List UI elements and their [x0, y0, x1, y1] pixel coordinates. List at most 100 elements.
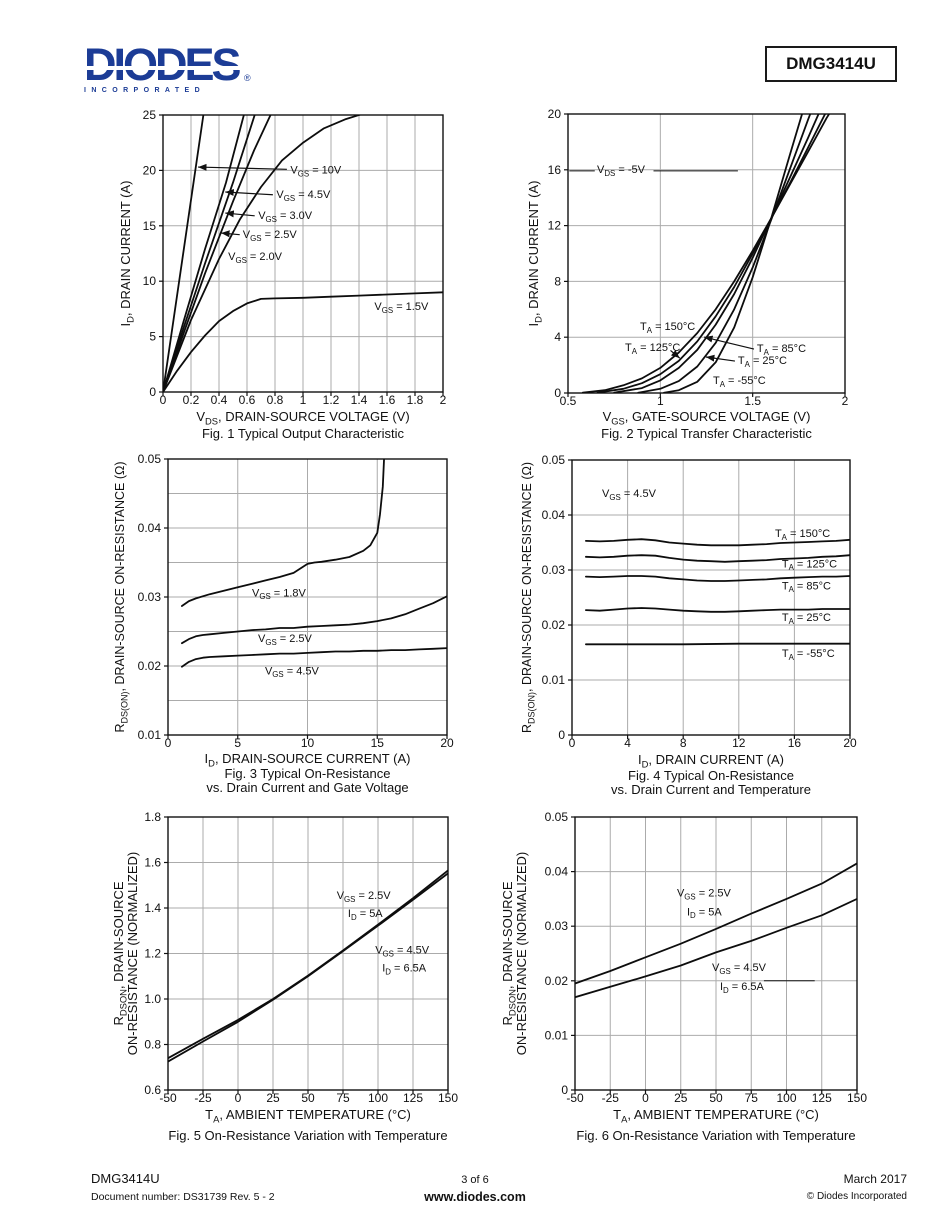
fig6-annotation-i-d-6-5a: ID = 6.5A [720, 980, 815, 995]
fig5-annotation-v-gs-2-5v: VGS = 2.5V [337, 890, 392, 904]
fig2-x-tick-1-5: 1.5 [744, 394, 761, 408]
fig5-x-tick-50: -50 [159, 1091, 177, 1105]
fig6-y-tick-0-05: 0.05 [545, 810, 569, 824]
fig4-annotation-text-3: TA = 85°C [782, 580, 831, 594]
fig4-x-tick-0: 0 [569, 736, 576, 750]
fig1-y-axis-label-0: ID, DRAIN CURRENT (A) [118, 181, 135, 327]
fig5-x-ticks: -50 -25 0 25 50 75 100 125 150 [159, 1090, 458, 1105]
fig6-x-tick-100: 100 [776, 1091, 796, 1105]
fig5-x-tick-125: 125 [403, 1091, 423, 1105]
fig5-y-axis-label-1: ON-RESISTANCE (NORMALIZED) [125, 852, 140, 1055]
fig3-annotation-text-1: VGS = 2.5V [258, 633, 313, 647]
registered-trademark-icon: ® [244, 73, 251, 83]
fig3-chart: 0 5 10 15 20 0.01 0.02 0.03 0.04 0.05 ID, DRAIN-SO… [113, 452, 454, 795]
fig4-y-ticks: 0 0.01 0.02 0.03 0.04 0.05 [542, 453, 572, 742]
fig6-chart: -50 -25 0 25 50 75 100 125 15000.010.020.030.040… [500, 810, 867, 1143]
fig2-y-tick-4: 4 [554, 330, 561, 344]
fig6-x-tick-125: 125 [812, 1091, 832, 1105]
fig1-x-tick-1-8: 1.8 [407, 393, 424, 407]
fig1-chart: 0 0.2 0.4 0.6 0.8 1 1.2 1.4 1.6 1.8 20510152025VDS… [118, 108, 447, 441]
fig6-x-axis-label: TA, AMBIENT TEMPERATURE (°C) [613, 1107, 819, 1124]
fig6-x-tick-75: 75 [745, 1091, 759, 1105]
fig2-annotation-t-a-25-c: TA = 25°C [705, 354, 787, 369]
fig2-y-tick-20: 20 [548, 107, 562, 121]
fig6-x-tick-50: -50 [566, 1091, 584, 1105]
fig1-caption-line-0: Fig. 1 Typical Output Characteristic [202, 426, 405, 441]
fig4-gridlines [572, 460, 850, 735]
fig2-annotation-text-5: TA = -55°C [713, 375, 766, 389]
fig5-chart: -50 -25 0 25 50 75 100 125 150 0.6 0.8 1.0 1.2 1.4 1.6… [111, 810, 458, 1143]
fig4-chart: 0 4 8 12 16 20 0 0.01 0.02 0.03 0.04 0.05 ID, DRAIN … [520, 453, 857, 797]
fig6-annotation-v-gs-2-5v: VGS = 2.5V [677, 888, 732, 902]
fig1-annotation-text-1: VGS = 4.5V [276, 189, 331, 203]
fig5-y-ticks: 0.6 0.8 1.0 1.2 1.4 1.6 1.8 [144, 810, 168, 1097]
footer-website-link[interactable]: www.diodes.com [424, 1189, 526, 1204]
fig3-x-tick-5: 5 [234, 736, 241, 750]
fig1-annotation-text-0: VGS = 10V [290, 165, 342, 179]
fig3-x-tick-0: 0 [165, 736, 172, 750]
fig4-y-tick-0-02: 0.02 [542, 618, 566, 632]
fig6-y-tick-0-02: 0.02 [545, 974, 569, 988]
fig5-x-tick-75: 75 [336, 1091, 350, 1105]
fig6-x-tick-0: 0 [642, 1091, 649, 1105]
fig6-annotation-v-gs-4-5v: VGS = 4.5V [712, 962, 767, 976]
fig4-curve-ta-125-c [585, 554, 850, 563]
fig4-annotation-text-4: TA = 25°C [782, 612, 831, 626]
fig1-curve-vgs-2-0v [163, 115, 363, 392]
fig4-x-tick-16: 16 [788, 736, 802, 750]
fig2-curve-ta-25-c [637, 114, 812, 393]
fig3-y-tick-0-05: 0.05 [138, 452, 162, 466]
fig2-y-tick-16: 16 [548, 163, 562, 177]
fig6-y-ticks: 0 0.01 0.02 0.03 0.04 0.05 [545, 810, 575, 1097]
fig2-x-tick-2: 2 [842, 394, 849, 408]
fig1-y-ticks: 0 5 10 15 20 25 [143, 108, 163, 399]
fig6-annotation-text-3: ID = 6.5A [720, 981, 765, 995]
fig2-curve-ta-125-c [596, 114, 827, 393]
fig2-annotation-text-0: VDS = -5V [597, 164, 646, 178]
fig1-annotation-v-gs-3-0v: VGS = 3.0V [225, 210, 313, 224]
fig5-annotation-i-d-5a: ID = 5A [348, 908, 383, 922]
fig3-curve-vgs-2-5v [181, 595, 447, 645]
fig2-x-tick-1: 1 [657, 394, 664, 408]
fig4-x-tick-8: 8 [680, 736, 687, 750]
fig1-x-tick-1-4: 1.4 [351, 393, 368, 407]
fig1-x-tick-1-6: 1.6 [379, 393, 396, 407]
fig2-x-ticks: 0.5 1 1.5 2 [560, 393, 849, 408]
fig1-annotation-v-gs-10v: VGS = 10V [197, 163, 342, 179]
fig5-x-axis-label: TA, AMBIENT TEMPERATURE (°C) [205, 1107, 411, 1124]
fig1-curve-vgs-1-5v [163, 291, 443, 392]
fig1-x-tick-0-6: 0.6 [239, 393, 256, 407]
fig3-annotation-text-0: VGS = 1.8V [252, 587, 307, 601]
diodes-logo: DIODES ® INCORPORATED [84, 42, 259, 94]
fig3-gridlines [168, 459, 447, 735]
fig5-x-tick-150: 150 [438, 1091, 458, 1105]
fig2-annotation-t-a-55-c: TA = -55°C [713, 375, 766, 389]
fig1-x-tick-0: 0 [160, 393, 167, 407]
fig4-annotation-text-0: VGS = 4.5V [602, 488, 657, 502]
fig5-y-tick-0-6: 0.6 [144, 1083, 161, 1097]
fig1-annotation-v-gs-2-5v: VGS = 2.5V [221, 229, 297, 243]
fig5-x-tick-50: 50 [301, 1091, 315, 1105]
fig4-x-tick-12: 12 [732, 736, 746, 750]
fig2-curve-ta-85-c [613, 114, 820, 393]
fig4-x-tick-20: 20 [843, 736, 857, 750]
fig1-curve-vgs-4-5v [163, 115, 245, 392]
fig5-y-tick-1-4: 1.4 [144, 901, 161, 915]
fig4-y-tick-0-04: 0.04 [542, 508, 566, 522]
fig6-gridlines [575, 817, 857, 1090]
fig6-x-tick-25: 25 [674, 1091, 688, 1105]
fig4-y-tick-0-01: 0.01 [542, 673, 566, 687]
fig6-x-ticks: -50 -25 0 25 50 75 100 125 150 [566, 1090, 867, 1105]
fig2-annotation-t-a-150-c: TA = 150°C [640, 321, 695, 335]
fig3-curve-vgs-4-5v [181, 647, 447, 668]
fig1-annotation-v-gs-1-5v: VGS = 1.5V [374, 301, 429, 315]
fig6-y-tick-0-03: 0.03 [545, 919, 569, 933]
fig6-x-tick-25: -25 [602, 1091, 620, 1105]
fig2-caption-line-0: Fig. 2 Typical Transfer Characteristic [601, 426, 812, 441]
fig2-annotation-text-2: TA = 125°C [625, 342, 680, 356]
fig4-curve-ta-85-c [585, 575, 850, 582]
fig1-x-ticks: 0 0.2 0.4 0.6 0.8 1 1.2 1.4 1.6 1.8 2 [160, 392, 447, 407]
fig1-y-tick-0: 0 [149, 385, 156, 399]
